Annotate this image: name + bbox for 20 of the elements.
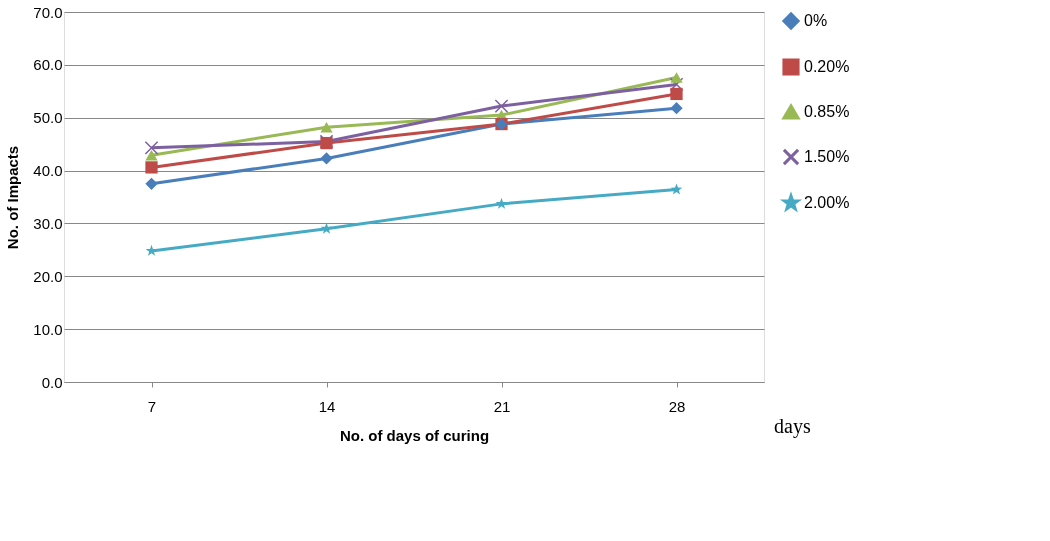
y-tick-label: 50.0 [33,109,63,127]
legend-label: 0.85% [804,103,850,120]
y-tick-label: 40.0 [33,162,63,180]
text: days [774,415,811,438]
legend-label: 2.00% [804,194,850,211]
y-tick-label: 0.0 [41,373,63,391]
y-tick-label: 60.0 [33,56,63,74]
x-tick-label: 21 [493,397,511,415]
x-axis-title: No. of days of curing [339,426,490,444]
legend-label: 0.20% [804,58,850,75]
x-tick-label: 14 [318,397,336,415]
legend-label: 1.50% [804,148,850,165]
y-tick-label: 70.0 [33,3,63,21]
y-tick-label: 30.0 [33,214,63,232]
legend-label: 0% [804,12,828,29]
y-axis-title: No. of Impacts [4,145,22,250]
y-tick-label: 20.0 [33,267,63,285]
x-tick-label: 28 [668,397,686,415]
y-tick-label: 10.0 [33,320,63,338]
x-tick-label: 7 [147,397,157,415]
